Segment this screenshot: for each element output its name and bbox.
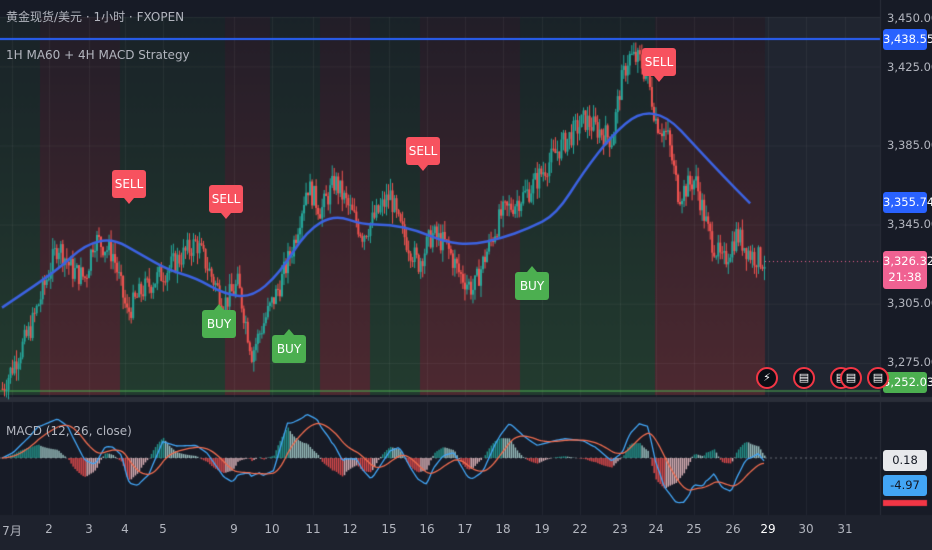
macd-label[interactable]: MACD (12, 26, close) xyxy=(6,424,132,438)
price-tick: 3,275.00 xyxy=(887,355,932,369)
time-axis-label: 10 xyxy=(264,522,280,536)
countdown-timer: 21:38 xyxy=(888,270,922,284)
price-tick: 3,305.00 xyxy=(887,296,932,310)
sell-signal-marker[interactable]: SELL xyxy=(209,185,243,219)
low-price-badge: 3,252.03 xyxy=(883,372,932,393)
price-tick: 3,385.00 xyxy=(887,138,932,152)
time-axis-label: 26 xyxy=(725,522,741,536)
symbol-title[interactable]: 黄金现货/美元 · 1小时 · FXOPEN xyxy=(6,10,185,24)
buy-signal-marker[interactable]: BUY xyxy=(202,304,236,338)
time-axis-label: 3 xyxy=(85,522,93,536)
time-axis-label: 12 xyxy=(342,522,358,536)
time-axis-label: 16 xyxy=(419,522,435,536)
buy-signal-marker[interactable]: BUY xyxy=(515,266,549,300)
time-axis-label: 25 xyxy=(686,522,702,536)
time-axis-label: 7月 xyxy=(2,524,22,538)
time-axis-label: 2 xyxy=(45,522,53,536)
strategy-label[interactable]: 1H MA60 + 4H MACD Strategy xyxy=(6,48,190,62)
time-axis-label: 31 xyxy=(837,522,853,536)
sell-signal-marker[interactable]: SELL xyxy=(642,48,676,82)
us-flag-icon[interactable]: ▤ xyxy=(793,367,815,389)
time-axis-label: 15 xyxy=(381,522,397,536)
buy-signal-marker[interactable]: BUY xyxy=(272,329,306,363)
time-axis-label: 11 xyxy=(305,522,321,536)
time-axis-label: 29 xyxy=(760,522,776,536)
price-tick: 3,425.00 xyxy=(887,60,932,74)
last-price-badge: 3,326.32 21:38 xyxy=(883,251,932,289)
us-flag-icon[interactable]: ▤ xyxy=(867,367,889,389)
time-axis-label: 22 xyxy=(572,522,588,536)
time-axis-label: 18 xyxy=(495,522,511,536)
time-axis-label: 24 xyxy=(648,522,664,536)
ma-price-badge: 3,355.74 xyxy=(883,192,932,213)
time-axis-label: 17 xyxy=(457,522,473,536)
high-price-badge: 3,438.55 xyxy=(883,29,932,50)
last-price-value: 3,326.32 xyxy=(883,254,932,268)
time-axis-label: 9 xyxy=(230,522,238,536)
sell-signal-marker[interactable]: SELL xyxy=(406,137,440,171)
signal-value-badge: -4.97 xyxy=(883,475,927,496)
time-axis-label: 30 xyxy=(798,522,814,536)
us-flag-icon[interactable]: ▤ xyxy=(840,367,862,389)
macd-value-badge: 0.18 xyxy=(883,450,927,471)
time-axis-label: 23 xyxy=(612,522,628,536)
time-axis-label: 19 xyxy=(534,522,550,536)
price-tick: 3,450.00 xyxy=(887,11,932,25)
lightning-icon[interactable]: ⚡ xyxy=(756,367,778,389)
time-axis-label: 4 xyxy=(121,522,129,536)
sell-signal-marker[interactable]: SELL xyxy=(112,170,146,204)
time-axis-label: 5 xyxy=(159,522,167,536)
price-tick: 3,345.00 xyxy=(887,217,932,231)
